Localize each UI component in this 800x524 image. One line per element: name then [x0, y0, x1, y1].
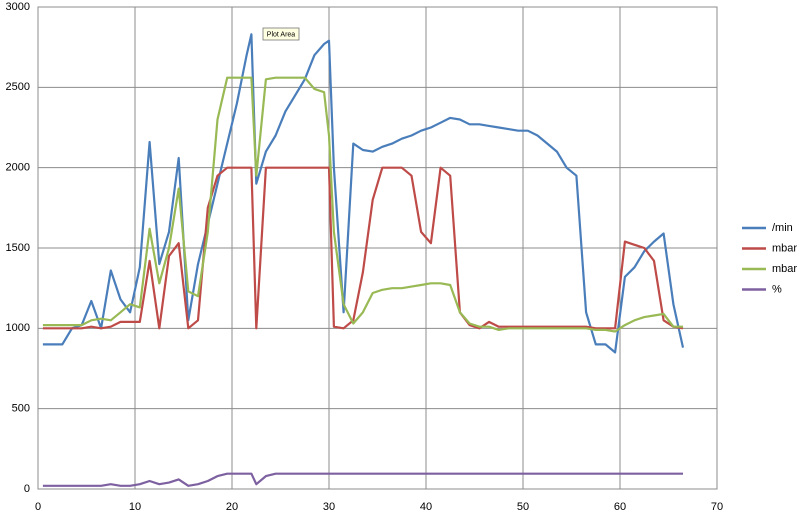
x-tick-label: 40 [420, 501, 432, 513]
annotation-box: Plot Area [262, 27, 300, 41]
y-tick-label: 1000 [6, 322, 30, 334]
y-tick-label: 2000 [6, 162, 30, 174]
legend-label: mbar [772, 263, 797, 275]
x-tick-label: 60 [614, 501, 626, 513]
x-tick-label: 0 [35, 501, 41, 513]
x-tick-label: 20 [226, 501, 238, 513]
series-line [42, 76, 683, 333]
tooltip-box [262, 27, 300, 41]
y-tick-label: 2500 [6, 81, 30, 93]
series-line [42, 33, 685, 354]
legend-label: /min [772, 222, 793, 234]
x-tick-label: 10 [129, 501, 141, 513]
y-tick-label: 0 [24, 483, 30, 495]
plot: 0 500 1000 1500 2000 2500 3000 0 10 20 30 40 50 60 70 /… [6, 1, 798, 513]
series-line [42, 166, 684, 330]
legend-label: mbar [772, 242, 797, 254]
y-tick-label: 500 [12, 403, 30, 415]
y-tick-label: 1500 [6, 242, 30, 254]
y-tick-label: 3000 [6, 1, 30, 13]
x-tick-label: 30 [323, 501, 335, 513]
series-line [42, 472, 683, 487]
x-tick-label: 70 [711, 501, 723, 513]
x-tick-label: 50 [517, 501, 529, 513]
legend-label: % [772, 283, 782, 295]
tooltip-text: Plot Area [267, 31, 296, 38]
plot-border [37, 6, 718, 490]
